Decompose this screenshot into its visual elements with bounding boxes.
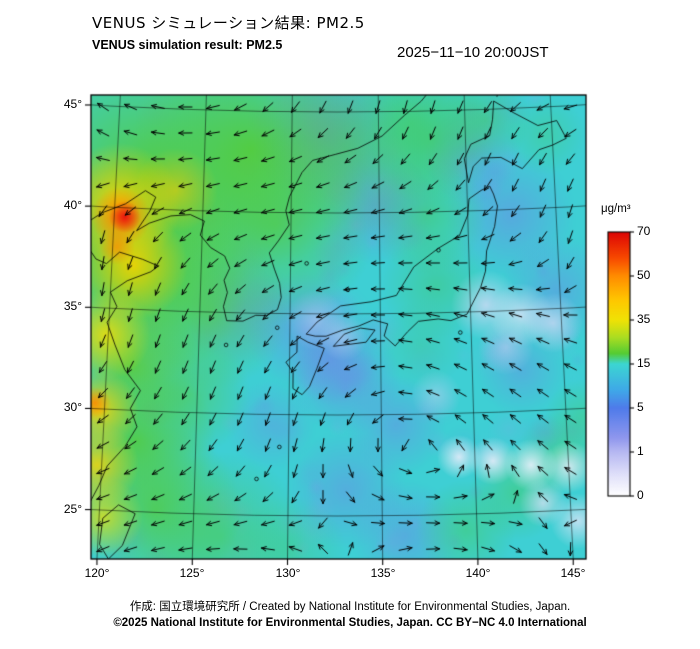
lat-tick-45: 45° — [63, 97, 82, 111]
credit-line: 作成: 国立環境研究所 / Created by National Instit… — [129, 601, 571, 613]
lat-tick-35: 35° — [63, 299, 82, 313]
lat-tick-30: 30° — [63, 400, 82, 414]
colorbar-tick-1: 1 — [637, 444, 644, 458]
simulation-timestamp: 2025−11−10 20:00JST — [397, 44, 549, 61]
colorbar-tick-50: 50 — [637, 268, 651, 282]
colorbar-tick-5: 5 — [637, 400, 644, 414]
page-title-english: VENUS simulation result: PM2.5 — [92, 38, 283, 52]
lon-tick-125: 125° — [179, 566, 205, 580]
license-line: ©2025 National Institute for Environment… — [113, 617, 587, 629]
colorbar-tick-35: 35 — [637, 312, 651, 326]
lon-tick-140: 140° — [465, 566, 491, 580]
colorbar-tick-0: 0 — [637, 488, 644, 502]
colorbar-tick-15: 15 — [637, 356, 651, 370]
lat-tick-25: 25° — [63, 502, 82, 516]
lon-tick-120: 120° — [84, 566, 110, 580]
lon-tick-135: 135° — [370, 566, 396, 580]
lon-tick-130: 130° — [275, 566, 301, 580]
colorbar-tick-70: 70 — [637, 224, 651, 238]
lat-tick-40: 40° — [63, 198, 82, 212]
colorbar-units-label: μg/m³ — [601, 203, 631, 215]
page-title-japanese: VENUS シミュレーション結果: PM2.5 — [92, 14, 365, 32]
lon-tick-145: 145° — [560, 566, 586, 580]
